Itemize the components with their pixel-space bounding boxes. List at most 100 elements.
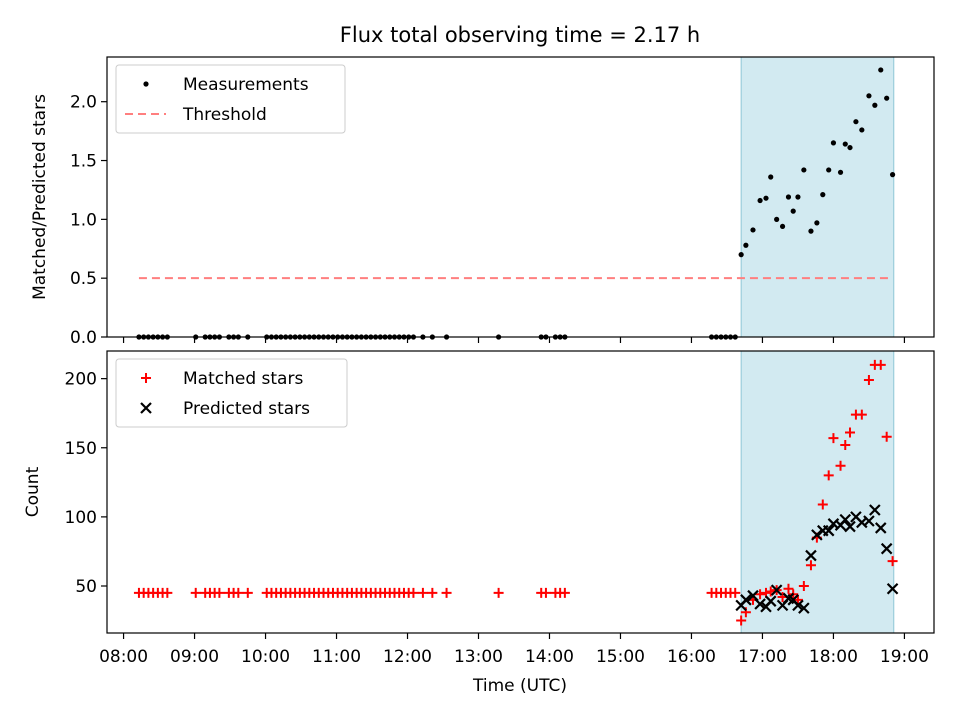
data-point bbox=[811, 529, 823, 541]
legend-marker bbox=[141, 373, 151, 383]
data-point bbox=[878, 67, 884, 73]
data-point bbox=[853, 119, 859, 125]
x-tick-label: 16:00 bbox=[667, 647, 716, 667]
y-tick-label: 0.0 bbox=[70, 328, 97, 348]
data-point bbox=[828, 433, 839, 444]
data-point bbox=[738, 252, 744, 258]
data-point bbox=[740, 594, 752, 606]
data-point bbox=[798, 602, 810, 614]
data-point bbox=[774, 216, 780, 222]
data-point bbox=[768, 174, 774, 180]
data-point bbox=[242, 587, 253, 598]
series-predicted-stars bbox=[735, 504, 899, 614]
data-point bbox=[884, 95, 890, 101]
data-point bbox=[869, 504, 881, 516]
x-axis-label: Time (UTC) bbox=[472, 676, 567, 696]
y-axis-label: Matched/Predicted stars bbox=[30, 94, 50, 300]
legend-label: Predicted stars bbox=[183, 399, 310, 419]
data-point bbox=[408, 587, 419, 598]
data-point bbox=[755, 589, 766, 600]
plot-frame bbox=[106, 56, 935, 338]
data-point bbox=[844, 520, 856, 533]
data-point bbox=[839, 513, 852, 526]
data-point bbox=[840, 440, 851, 450]
x-tick-label: 15:00 bbox=[596, 647, 645, 667]
data-point bbox=[754, 598, 766, 610]
data-point bbox=[863, 515, 875, 527]
x-tick-label: 18:00 bbox=[809, 647, 858, 667]
data-point bbox=[837, 169, 844, 175]
data-point bbox=[730, 587, 741, 598]
data-point bbox=[830, 140, 837, 146]
data-point bbox=[770, 584, 783, 596]
data-point bbox=[826, 167, 832, 173]
x-tick-label: 12:00 bbox=[383, 647, 432, 667]
data-point bbox=[493, 587, 504, 598]
y-tick-label: 100 bbox=[65, 508, 97, 528]
legend-label: Matched stars bbox=[183, 369, 303, 389]
data-point bbox=[822, 524, 835, 537]
x-tick-label: 10:00 bbox=[241, 647, 290, 667]
data-point bbox=[805, 549, 817, 562]
x-tick-label: 11:00 bbox=[312, 647, 361, 667]
x-tick-label: 14:00 bbox=[525, 647, 574, 667]
legend-box bbox=[115, 358, 348, 428]
series-matched-stars bbox=[133, 359, 898, 626]
data-point bbox=[790, 208, 796, 214]
y-tick-label: 200 bbox=[65, 370, 97, 390]
legend-marker bbox=[140, 402, 152, 414]
data-point bbox=[427, 587, 438, 598]
y-tick-label: 150 bbox=[65, 439, 97, 459]
data-point bbox=[214, 587, 225, 598]
y-axis-label: Count bbox=[23, 466, 43, 517]
data-point bbox=[863, 375, 874, 386]
x-tick-label: 08:00 bbox=[99, 647, 148, 667]
data-point bbox=[763, 195, 769, 201]
plot-frame bbox=[106, 350, 935, 634]
legend-box bbox=[115, 64, 346, 134]
data-point bbox=[540, 587, 551, 598]
data-point bbox=[233, 587, 244, 598]
data-point bbox=[817, 499, 828, 510]
data-point bbox=[835, 460, 846, 471]
x-tick-label: 17:00 bbox=[738, 647, 787, 667]
data-point bbox=[847, 144, 853, 151]
legend: Matched stars Predicted stars bbox=[115, 358, 348, 428]
x-tick-label: 19:00 bbox=[880, 647, 929, 667]
data-point bbox=[736, 615, 747, 626]
data-point bbox=[190, 587, 201, 598]
data-point bbox=[764, 595, 777, 607]
data-point bbox=[559, 587, 570, 598]
legend-label: Measurements bbox=[183, 75, 309, 95]
data-point bbox=[417, 587, 428, 598]
data-point bbox=[792, 599, 804, 612]
data-point bbox=[779, 223, 786, 230]
legend-marker bbox=[143, 81, 149, 87]
data-point bbox=[887, 556, 898, 567]
data-point bbox=[866, 93, 872, 99]
data-point bbox=[785, 194, 792, 200]
x-tick-label: 13:00 bbox=[454, 647, 503, 667]
data-point bbox=[795, 194, 801, 200]
y-tick-label: 1.5 bbox=[70, 152, 97, 172]
data-point bbox=[808, 228, 814, 234]
data-point bbox=[842, 141, 848, 147]
data-point bbox=[783, 583, 794, 594]
data-point bbox=[844, 427, 855, 438]
data-point bbox=[859, 127, 865, 133]
data-point bbox=[872, 102, 878, 108]
x-tick-label: 09:00 bbox=[170, 647, 219, 667]
data-point bbox=[881, 431, 892, 442]
data-point bbox=[889, 172, 896, 178]
y-tick-label: 1.0 bbox=[70, 210, 97, 230]
legend-label: Threshold bbox=[182, 105, 267, 125]
data-point bbox=[886, 582, 899, 595]
data-point bbox=[757, 197, 763, 204]
data-point bbox=[820, 192, 826, 198]
bottom-panel-counts: 50 100 150 200 08:00 09:00 10:00 11:00 12:00 13:0… bbox=[23, 350, 935, 667]
data-point bbox=[814, 220, 820, 226]
data-point bbox=[162, 587, 173, 598]
y-tick-label: 50 bbox=[75, 577, 97, 597]
top-panel-measurements: 0.0 0.5 1.0 1.5 2.0 Matched/Predicted stars Me… bbox=[30, 56, 935, 348]
